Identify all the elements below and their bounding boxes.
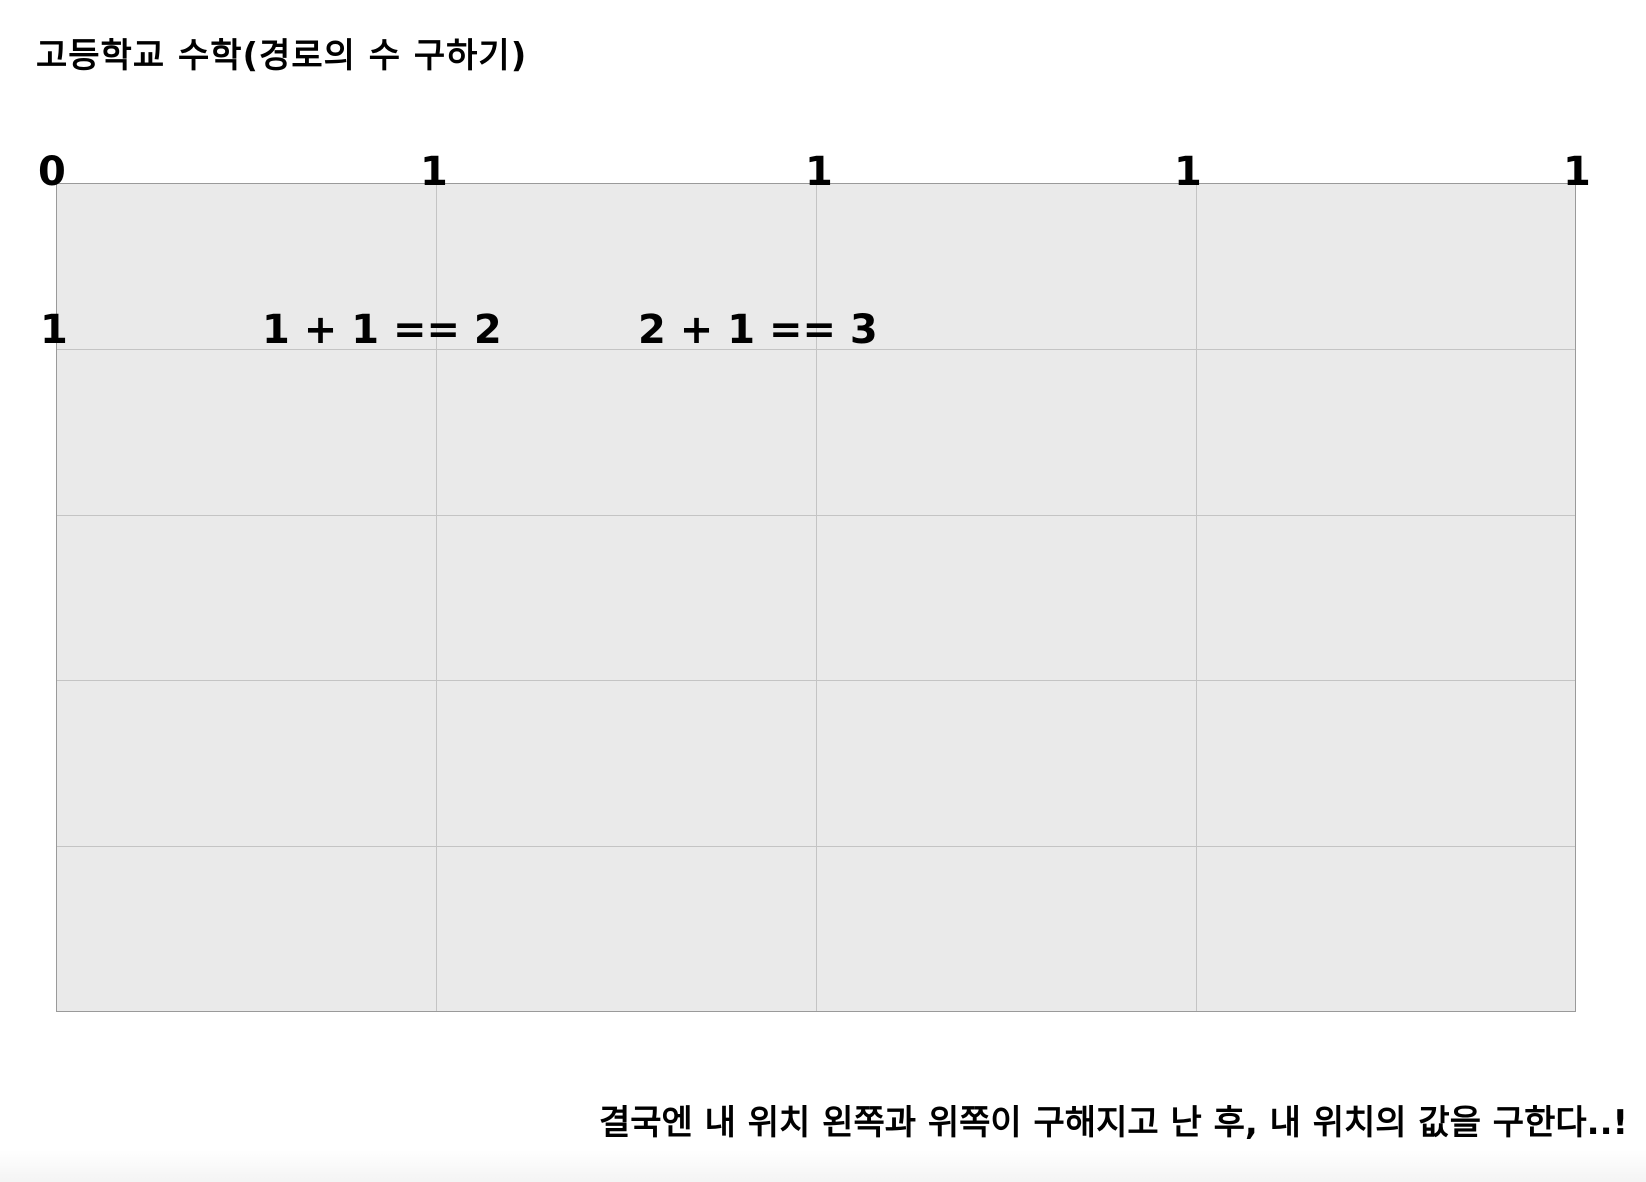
grid-column-line [816, 184, 817, 1011]
top-value: 1 [1174, 149, 1202, 195]
computed-value: 1 + 1 == 2 [262, 307, 502, 353]
computed-value: 2 + 1 == 3 [638, 307, 878, 353]
grid-row-line [57, 515, 1575, 516]
grid-row-line [57, 349, 1575, 350]
path-grid [56, 183, 1576, 1012]
bottom-fade [0, 1150, 1646, 1182]
corner-value: 0 [38, 149, 66, 195]
top-value: 1 [1563, 149, 1591, 195]
page-title: 고등학교 수학(경로의 수 구하기) [36, 36, 528, 76]
grid-row-line [57, 680, 1575, 681]
grid-column-line [436, 184, 437, 1011]
top-value: 1 [805, 149, 833, 195]
grid-row-line [57, 846, 1575, 847]
explanation-text: 결국엔 내 위치 왼쪽과 위쪽이 구해지고 난 후, 내 위치의 값을 구한다.… [598, 1103, 1628, 1143]
left-value: 1 [40, 307, 68, 353]
grid-column-line [1196, 184, 1197, 1011]
top-value: 1 [420, 149, 448, 195]
